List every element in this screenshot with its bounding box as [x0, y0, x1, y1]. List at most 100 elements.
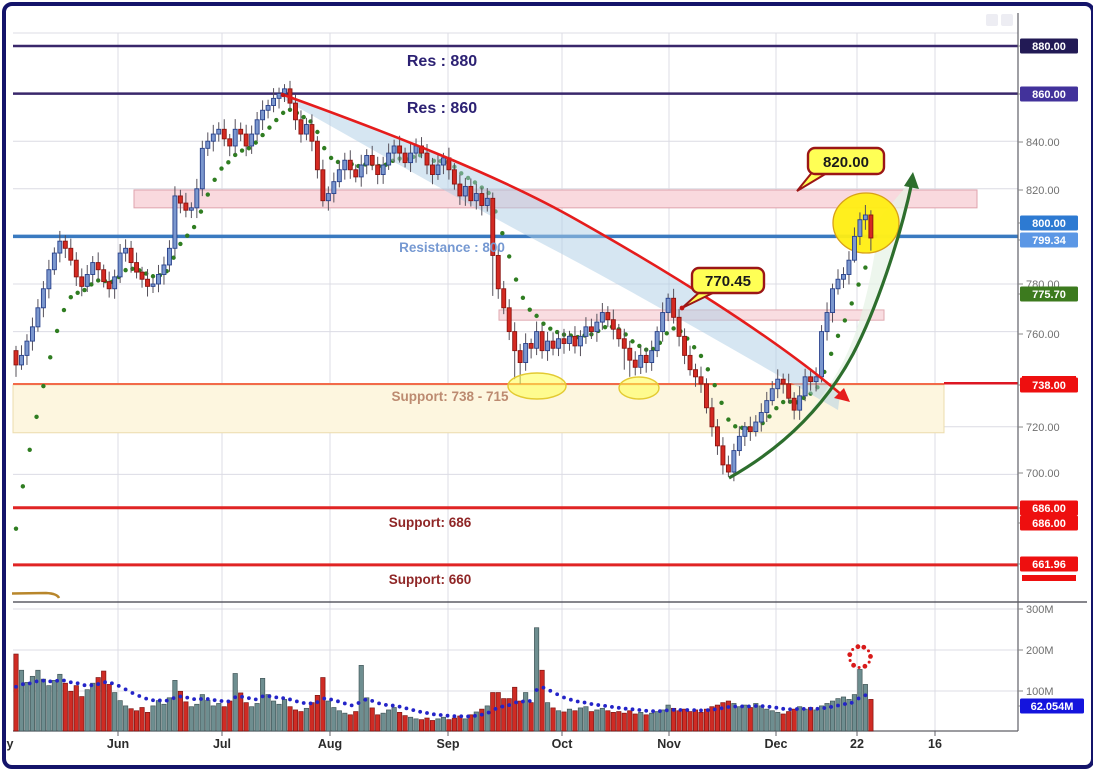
- ma-dot: [20, 484, 26, 489]
- axis-label: 840.00: [1026, 137, 1060, 149]
- volume-ma-dot: [623, 706, 628, 711]
- candle-body: [758, 412, 764, 423]
- volume-bar: [90, 682, 96, 732]
- candle-body: [243, 133, 249, 147]
- indicator-remnant-curve: [11, 591, 61, 599]
- time-axis-panel[interactable]: y Jun Jul Aug Sep Oct Nov Dec 22 16: [7, 731, 942, 751]
- candle-body: [249, 133, 255, 147]
- candle-body: [846, 259, 852, 275]
- spike-marker-dot: [855, 644, 861, 650]
- volume-spike-marker[interactable]: [847, 644, 873, 669]
- price-axis-panel[interactable]: 880.00860.00840.00820.00800.00799.34780.…: [1018, 38, 1084, 714]
- downtrend-curve-arrow[interactable]: [280, 92, 850, 402]
- callout-anchor-dot: [679, 305, 685, 311]
- candle-body: [139, 271, 145, 280]
- candle-body: [605, 312, 611, 321]
- uptrend-curve-arrow[interactable]: [728, 172, 919, 480]
- volume-bar: [742, 704, 748, 732]
- label-resistance-800[interactable]: Resistance : 800: [399, 240, 505, 255]
- volume-ma-dot: [342, 701, 347, 706]
- candle-body: [682, 335, 688, 356]
- volume-bar: [117, 700, 123, 732]
- volume-ma-dot: [199, 697, 203, 701]
- candle-body: [320, 169, 326, 202]
- volume-bar: [588, 711, 594, 732]
- ma-dot: [75, 290, 80, 295]
- label-support-686[interactable]: Support: 686: [389, 515, 472, 530]
- volume-bar: [495, 692, 501, 732]
- candle-body: [851, 235, 857, 261]
- ma-dot: [178, 241, 183, 247]
- candle-body: [254, 119, 260, 135]
- callout-820-value: 820.00: [823, 154, 869, 171]
- label-support-660[interactable]: Support: 660: [389, 572, 472, 587]
- candle-body: [276, 93, 282, 99]
- maximize-icon[interactable]: [1001, 14, 1013, 26]
- volume-ma-dot: [34, 679, 39, 684]
- candle-body: [112, 276, 118, 290]
- volume-ma-dot: [294, 699, 299, 704]
- volume-ma-dot: [514, 700, 518, 705]
- label-support-zone[interactable]: Support: 738 - 715: [391, 389, 509, 404]
- volume-bar: [413, 718, 419, 732]
- volume-bar: [336, 710, 342, 732]
- candle-body: [621, 338, 627, 349]
- candle-body: [797, 395, 803, 411]
- volume-ma-dot: [390, 703, 395, 708]
- volume-bar: [194, 703, 200, 732]
- volume-bar: [402, 715, 408, 732]
- volume-bar: [24, 682, 30, 732]
- candle-body: [451, 169, 457, 185]
- candle-body: [117, 252, 123, 278]
- axis-badge: [1020, 215, 1078, 231]
- volume-bar: [139, 707, 145, 732]
- volume-ma-dot: [767, 704, 772, 709]
- highlight-ellipse-support-1[interactable]: [507, 372, 567, 400]
- volume-bar: [451, 717, 457, 732]
- candle-body: [199, 147, 205, 190]
- ma-dot: [274, 117, 279, 123]
- volume-ma-dot: [500, 704, 505, 709]
- downtrend-channel-shading: [283, 96, 840, 410]
- candle-body: [813, 376, 819, 383]
- highlight-ellipse-breakout[interactable]: [832, 192, 900, 254]
- volume-bar: [539, 669, 545, 732]
- candle-body: [506, 307, 512, 333]
- window-controls[interactable]: [986, 14, 1013, 26]
- volume-ma-dot: [582, 700, 587, 705]
- volume-ma-dot: [705, 708, 710, 713]
- candle-body: [736, 435, 742, 452]
- ma-dot: [34, 414, 39, 420]
- candle-body: [468, 185, 474, 202]
- spike-marker-dot: [857, 665, 861, 669]
- axis-badge-label: 880.00: [1032, 41, 1066, 53]
- ma-dot: [322, 145, 327, 151]
- volume-ma-dot: [157, 698, 162, 703]
- volume-bar: [408, 716, 414, 732]
- candle-body: [430, 164, 435, 175]
- volume-bar: [29, 675, 35, 732]
- volume-bar: [736, 706, 742, 732]
- ma-dot: [705, 367, 711, 372]
- candle-body: [654, 331, 660, 352]
- ma-dot: [96, 278, 101, 283]
- label-res-860[interactable]: Res : 860: [407, 100, 477, 117]
- label-res-880[interactable]: Res : 880: [407, 53, 477, 70]
- callout-820[interactable]: 820.00: [796, 146, 886, 192]
- month-label-Jul: Jul: [213, 737, 231, 751]
- candle-body: [232, 128, 238, 147]
- minimize-icon[interactable]: [986, 14, 998, 26]
- candle-body: [473, 193, 479, 202]
- volume-bar: [802, 708, 808, 732]
- callout-770[interactable]: 770.45: [679, 266, 766, 311]
- volume-bar: [512, 686, 518, 732]
- volume-bar: [725, 700, 731, 732]
- candle-body: [391, 145, 397, 154]
- volume-ma-dot: [137, 694, 142, 698]
- ma-dot: [171, 255, 176, 260]
- highlight-ellipse-support-2[interactable]: [618, 376, 660, 400]
- volume-bar: [714, 704, 720, 732]
- ma-dot: [842, 318, 848, 323]
